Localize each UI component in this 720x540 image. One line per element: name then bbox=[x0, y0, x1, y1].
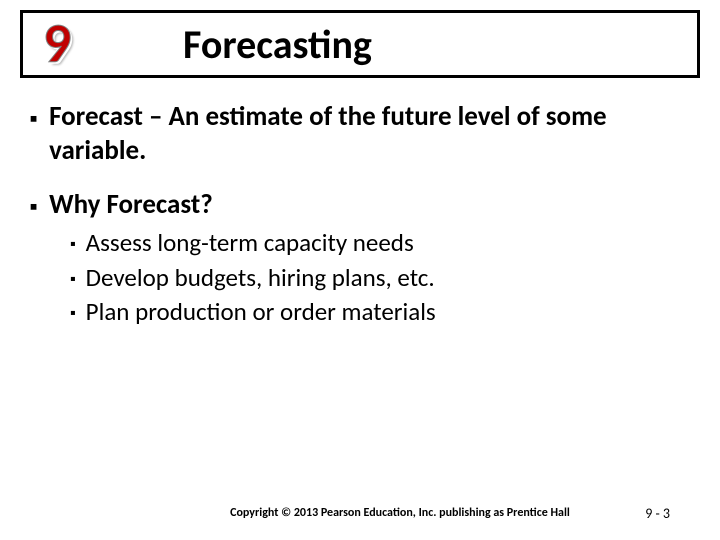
bullet-marker-icon: ▪ bbox=[30, 195, 37, 220]
bullet-item: ▪ Why Forecast? bbox=[30, 188, 690, 222]
bullet-marker-icon: ▪ bbox=[30, 107, 37, 132]
bullet-marker-icon: ▪ bbox=[70, 304, 76, 325]
content-area: ▪ Forecast – An estimate of the future l… bbox=[30, 100, 690, 331]
bullet-text: Plan production or order materials bbox=[86, 296, 436, 329]
sub-bullet-item: ▪ Plan production or order materials bbox=[70, 296, 690, 329]
copyright-text: Copyright © 2013 Pearson Education, Inc.… bbox=[130, 506, 670, 520]
sub-bullet-item: ▪ Develop budgets, hiring plans, etc. bbox=[70, 262, 690, 295]
bullet-marker-icon: ▪ bbox=[70, 235, 76, 256]
bullet-text: Forecast – An estimate of the future lev… bbox=[49, 100, 690, 168]
footer: Copyright © 2013 Pearson Education, Inc.… bbox=[0, 506, 720, 520]
header-box: 9 Forecasting bbox=[20, 10, 700, 78]
chapter-title: Forecasting bbox=[183, 20, 372, 69]
bullet-item: ▪ Forecast – An estimate of the future l… bbox=[30, 100, 690, 168]
bullet-text: Why Forecast? bbox=[49, 188, 213, 222]
page-number: 9 - 3 bbox=[645, 505, 670, 522]
bullet-text: Assess long-term capacity needs bbox=[86, 227, 414, 260]
chapter-number: 9 bbox=[43, 10, 123, 78]
bullet-text: Develop budgets, hiring plans, etc. bbox=[86, 262, 435, 295]
bullet-marker-icon: ▪ bbox=[70, 270, 76, 291]
sub-bullet-item: ▪ Assess long-term capacity needs bbox=[70, 227, 690, 260]
